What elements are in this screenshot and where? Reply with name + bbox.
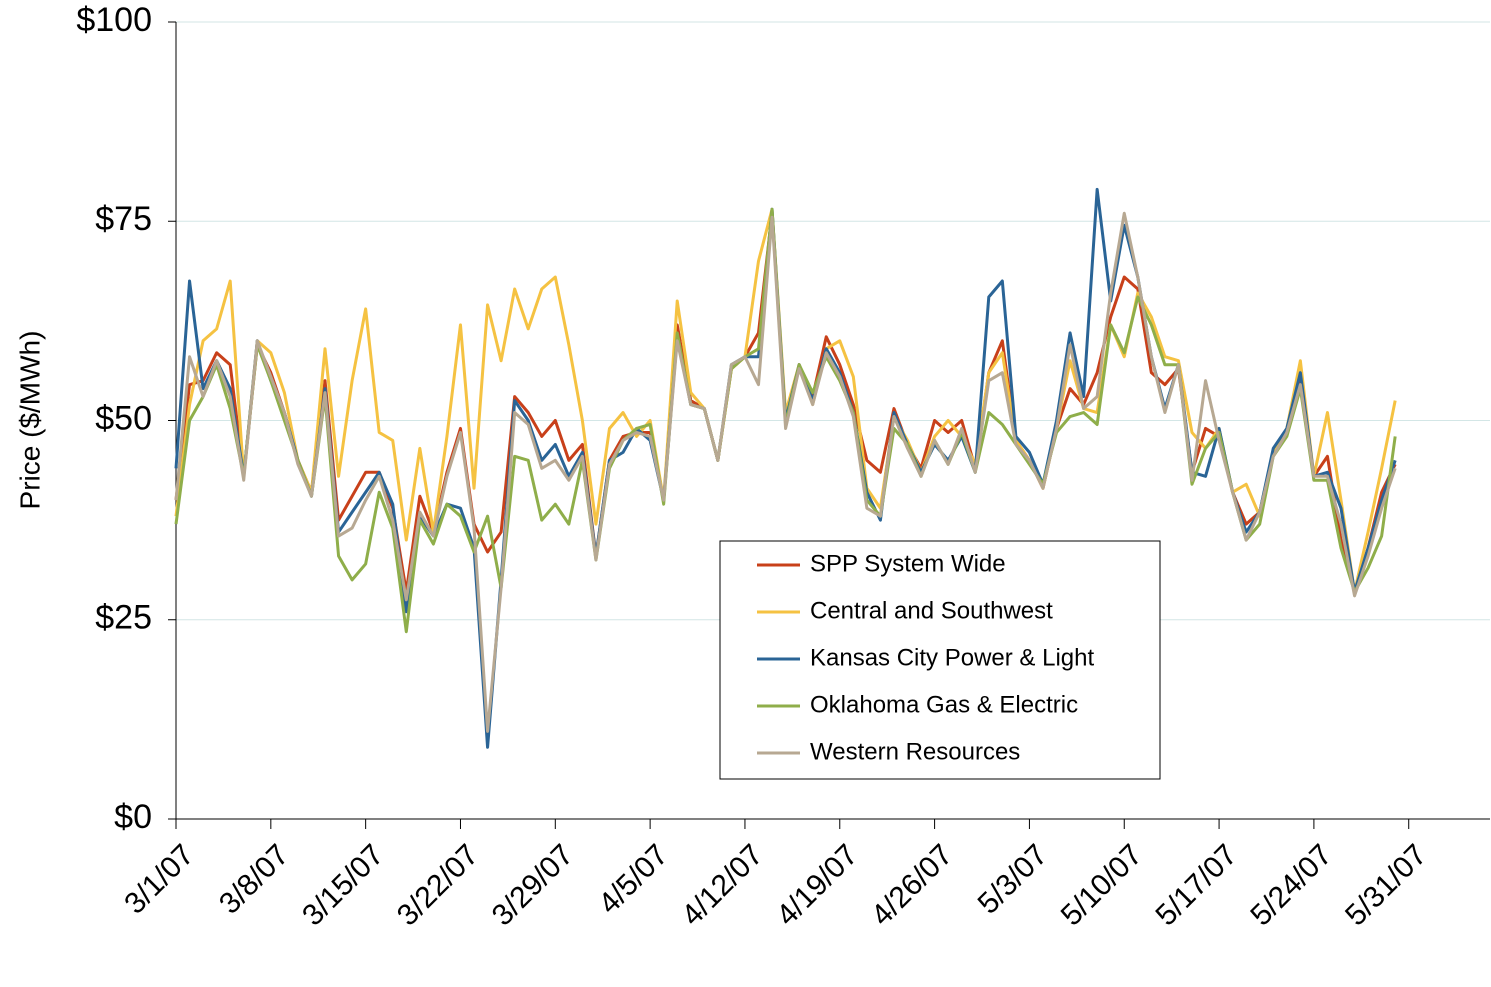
y-tick-label: $0 (114, 798, 152, 836)
x-tick-label: 4/19/07 (770, 838, 864, 932)
x-tick-label: 5/31/07 (1339, 838, 1433, 932)
x-tick-label: 3/15/07 (296, 838, 390, 932)
y-axis-label: Price ($/MWh) (14, 331, 45, 510)
x-tick-label: 4/5/07 (592, 838, 674, 920)
x-tick-label: 5/3/07 (972, 838, 1054, 920)
x-tick-label: 3/22/07 (391, 838, 485, 932)
y-tick-label: $25 (95, 599, 152, 637)
y-tick-label: $75 (95, 200, 152, 238)
legend-label: SPP System Wide (810, 550, 1006, 577)
x-tick-label: 5/24/07 (1244, 838, 1338, 932)
y-tick-label: $50 (95, 399, 152, 437)
legend-label: Central and Southwest (810, 597, 1053, 624)
legend-label: Kansas City Power & Light (810, 644, 1094, 671)
x-tick-label: 3/1/07 (118, 838, 200, 920)
x-tick-label: 3/8/07 (213, 838, 295, 920)
x-tick-label: 4/26/07 (865, 838, 959, 932)
x-tick-label: 5/17/07 (1150, 838, 1244, 932)
x-tick-label: 3/29/07 (486, 838, 580, 932)
legend-label: Western Resources (810, 738, 1020, 765)
x-tick-label: 5/10/07 (1055, 838, 1149, 932)
x-tick-label: 4/12/07 (675, 838, 769, 932)
y-tick-label: $100 (76, 1, 152, 39)
series-line (174, 211, 1397, 733)
legend-label: Oklahoma Gas & Electric (810, 691, 1078, 718)
